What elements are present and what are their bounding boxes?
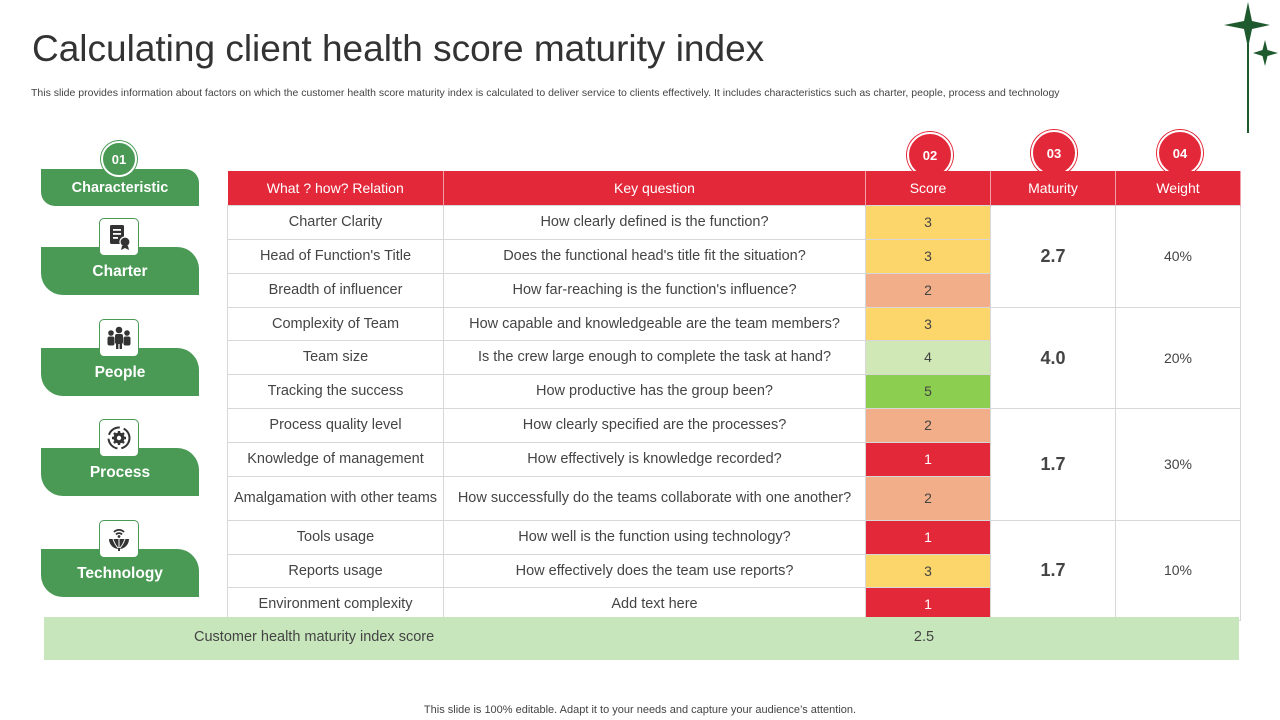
category-process-label: Process — [89, 464, 151, 481]
category-technology-label: Technology — [77, 565, 163, 582]
certificate-document-icon — [99, 218, 139, 256]
table-row: Knowledge of management How effectively … — [227, 442, 1241, 477]
question-cell: How successfully do the teams collaborat… — [443, 476, 866, 521]
score-cell: 2 — [865, 408, 991, 443]
page-subtitle: This slide provides information about fa… — [31, 87, 1060, 99]
team-people-icon — [99, 319, 139, 357]
maturity-cell: 2.7 — [990, 205, 1116, 308]
step-04-badge: 04 — [1157, 130, 1203, 176]
table-row: Environment complexity Add text here 1 — [227, 587, 1241, 621]
page-title: Calculating client health score maturity… — [32, 28, 765, 69]
category-people-label: People — [94, 364, 146, 381]
table-row: Charter Clarity How clearly defined is t… — [227, 205, 1241, 308]
score-cell: 1 — [865, 587, 991, 621]
maturity-cell: 4.0 — [990, 307, 1116, 409]
relation-cell: Charter Clarity — [227, 205, 444, 240]
score-cell: 3 — [865, 554, 991, 588]
relation-cell: Tracking the success — [227, 374, 444, 409]
table-row: Complexity of Team How capable and knowl… — [227, 307, 1241, 409]
maturity-cell: 1.7 — [990, 520, 1116, 621]
category-charter-label: Charter — [92, 263, 148, 280]
relation-cell: Reports usage — [227, 554, 444, 588]
relation-cell: Head of Function's Title — [227, 239, 444, 274]
characteristic-header-label: Characteristic — [71, 179, 169, 196]
relation-cell: Process quality level — [227, 408, 444, 443]
health-score-table: What ? how? Relation Key question Score … — [227, 171, 1241, 621]
question-cell: Is the crew large enough to complete the… — [443, 340, 866, 375]
header-weight: Weight — [1115, 171, 1241, 206]
step-02-badge: 02 — [907, 132, 953, 178]
table-row: Head of Function's Title Does the functi… — [227, 239, 1241, 274]
table-header-row: What ? how? Relation Key question Score … — [227, 171, 1241, 206]
question-cell: Add text here — [443, 587, 866, 621]
step-01-badge: 01 — [101, 141, 137, 177]
footer-note: This slide is 100% editable. Adapt it to… — [423, 704, 857, 716]
weight-cell: 10% — [1115, 520, 1241, 621]
step-03-badge: 03 — [1031, 130, 1077, 176]
question-cell: How clearly specified are the processes? — [443, 408, 866, 443]
table-row: Process quality level How clearly specif… — [227, 408, 1241, 521]
question-cell: How effectively does the team use report… — [443, 554, 866, 588]
relation-cell: Knowledge of management — [227, 442, 444, 477]
table-row: Tools usage How well is the function usi… — [227, 520, 1241, 621]
table-row: Amalgamation with other teams How succes… — [227, 476, 1241, 521]
weight-cell: 30% — [1115, 408, 1241, 521]
score-cell: 4 — [865, 340, 991, 375]
relation-cell: Team size — [227, 340, 444, 375]
table-row: Breadth of influencer How far-reaching i… — [227, 273, 1241, 308]
question-cell: How capable and knowledgeable are the te… — [443, 307, 866, 341]
score-cell: 3 — [865, 205, 991, 240]
table-row: Tracking the success How productive has … — [227, 374, 1241, 409]
score-cell: 3 — [865, 307, 991, 341]
relation-cell: Complexity of Team — [227, 307, 444, 341]
score-cell: 2 — [865, 273, 991, 308]
question-cell: Does the functional head's title fit the… — [443, 239, 866, 274]
relation-cell: Tools usage — [227, 520, 444, 555]
question-cell: How well is the function using technolog… — [443, 520, 866, 555]
sparkle-star-icon — [1224, 2, 1278, 133]
relation-cell: Environment complexity — [227, 587, 444, 621]
question-cell: How clearly defined is the function? — [443, 205, 866, 240]
question-cell: How far-reaching is the function's influ… — [443, 273, 866, 308]
maturity-cell: 1.7 — [990, 408, 1116, 521]
question-cell: How effectively is knowledge recorded? — [443, 442, 866, 477]
score-cell: 1 — [865, 520, 991, 555]
total-score-value: 2.5 — [913, 629, 935, 645]
score-cell: 2 — [865, 476, 991, 521]
header-relation: What ? how? Relation — [227, 171, 444, 206]
relation-cell: Breadth of influencer — [227, 273, 444, 308]
header-maturity: Maturity — [990, 171, 1116, 206]
header-score: Score — [865, 171, 991, 206]
table-row: Team size Is the crew large enough to co… — [227, 340, 1241, 375]
score-cell: 3 — [865, 239, 991, 274]
relation-cell: Amalgamation with other teams — [227, 476, 444, 521]
weight-cell: 40% — [1115, 205, 1241, 308]
score-cell: 5 — [865, 374, 991, 409]
total-score-bar — [44, 617, 1239, 660]
total-score-label: Customer health maturity index score — [194, 629, 435, 645]
wifi-globe-icon — [99, 520, 139, 558]
gear-cycle-icon — [99, 419, 139, 457]
score-cell: 1 — [865, 442, 991, 477]
weight-cell: 20% — [1115, 307, 1241, 409]
question-cell: How productive has the group been? — [443, 374, 866, 409]
header-key-question: Key question — [443, 171, 866, 206]
table-row: Reports usage How effectively does the t… — [227, 554, 1241, 588]
